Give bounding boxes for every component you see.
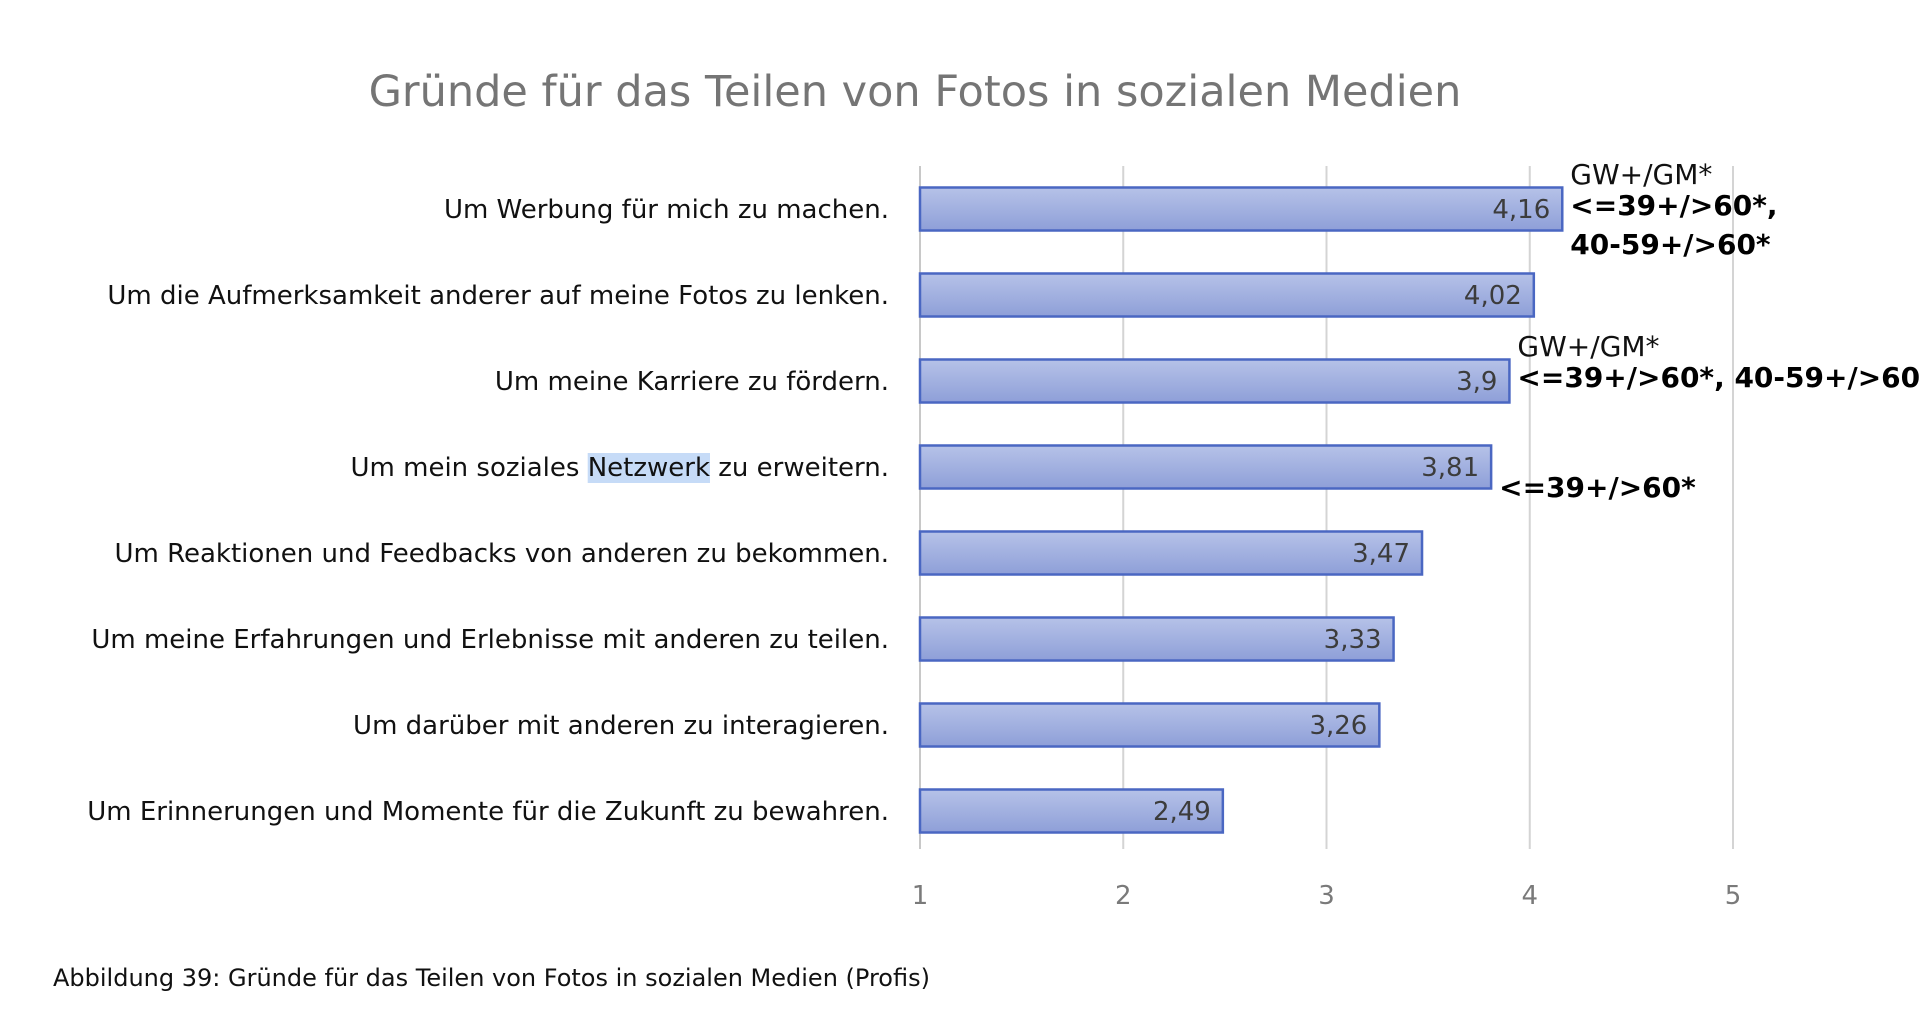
value-label-7: 3,26 <box>1309 711 1367 741</box>
text-highlight <box>587 453 710 483</box>
value-label-2: 4,02 <box>1464 281 1522 311</box>
category-labels: Um Werbung für mich zu machen. Um die Auf… <box>87 195 889 827</box>
bar-7 <box>918 702 1381 748</box>
value-label-3: 3,9 <box>1456 367 1497 397</box>
significance-annotations: GW+/GM*<=39+/>60*,40-59+/>60*GW+/GM*<=39… <box>1499 158 1920 504</box>
value-label-1: 4,16 <box>1492 195 1550 225</box>
figure-caption: Abbildung 39: Gründe für das Teilen von … <box>53 964 930 992</box>
value-label-6: 3,33 <box>1324 625 1382 655</box>
chart-title: Gründe für das Teilen von Fotos in sozia… <box>369 67 1462 117</box>
category-label-2: Um die Aufmerksamkeit anderer auf meine … <box>107 281 889 311</box>
x-tick-label-4: 4 <box>1521 881 1538 911</box>
annotation-1-line-1: GW+/GM* <box>1570 158 1712 191</box>
bar-2 <box>918 272 1536 318</box>
category-label-6: Um meine Erfahrungen und Erlebnisse mit … <box>91 625 889 655</box>
category-label-4: Um mein soziales Netzwerk zu erweitern. <box>351 453 890 483</box>
x-axis-ticks: 1 2 3 4 5 <box>912 881 1742 911</box>
category-label-3: Um meine Karriere zu fördern. <box>495 367 889 397</box>
x-tick-label-2: 2 <box>1115 881 1132 911</box>
annotation-2-line-1: GW+/GM* <box>1517 330 1659 363</box>
bar-8 <box>918 788 1225 834</box>
value-label-4: 3,81 <box>1421 453 1479 483</box>
bar-1 <box>918 186 1564 232</box>
bar-6 <box>918 616 1395 662</box>
bar-5 <box>918 530 1424 576</box>
annotation-2-line-2: <=39+/>60*, 40-59+/>60* <box>1517 361 1920 394</box>
annotation-1-line-3: 40-59+/>60* <box>1570 228 1771 261</box>
bar-3 <box>918 358 1511 404</box>
value-label-5: 3,47 <box>1352 539 1410 569</box>
annotation-3-line-1: <=39+/>60* <box>1499 471 1696 504</box>
category-label-7: Um darüber mit anderen zu interagieren. <box>353 711 889 741</box>
value-label-8: 2,49 <box>1153 797 1211 827</box>
category-label-8: Um Erinnerungen und Momente für die Zuku… <box>87 797 889 827</box>
annotation-1-line-2: <=39+/>60*, <box>1570 189 1777 222</box>
x-tick-label-5: 5 <box>1725 881 1742 911</box>
category-label-1: Um Werbung für mich zu machen. <box>444 195 889 225</box>
x-tick-label-3: 3 <box>1318 881 1335 911</box>
bar-4 <box>918 444 1493 490</box>
highlighted-word: Netzwerk <box>588 453 710 483</box>
x-tick-label-1: 1 <box>912 881 929 911</box>
category-label-5: Um Reaktionen und Feedbacks von anderen … <box>114 539 889 569</box>
bars: 4,16 4,02 3,9 3,81 3,47 3,33 3,26 2,49 <box>918 186 1564 834</box>
